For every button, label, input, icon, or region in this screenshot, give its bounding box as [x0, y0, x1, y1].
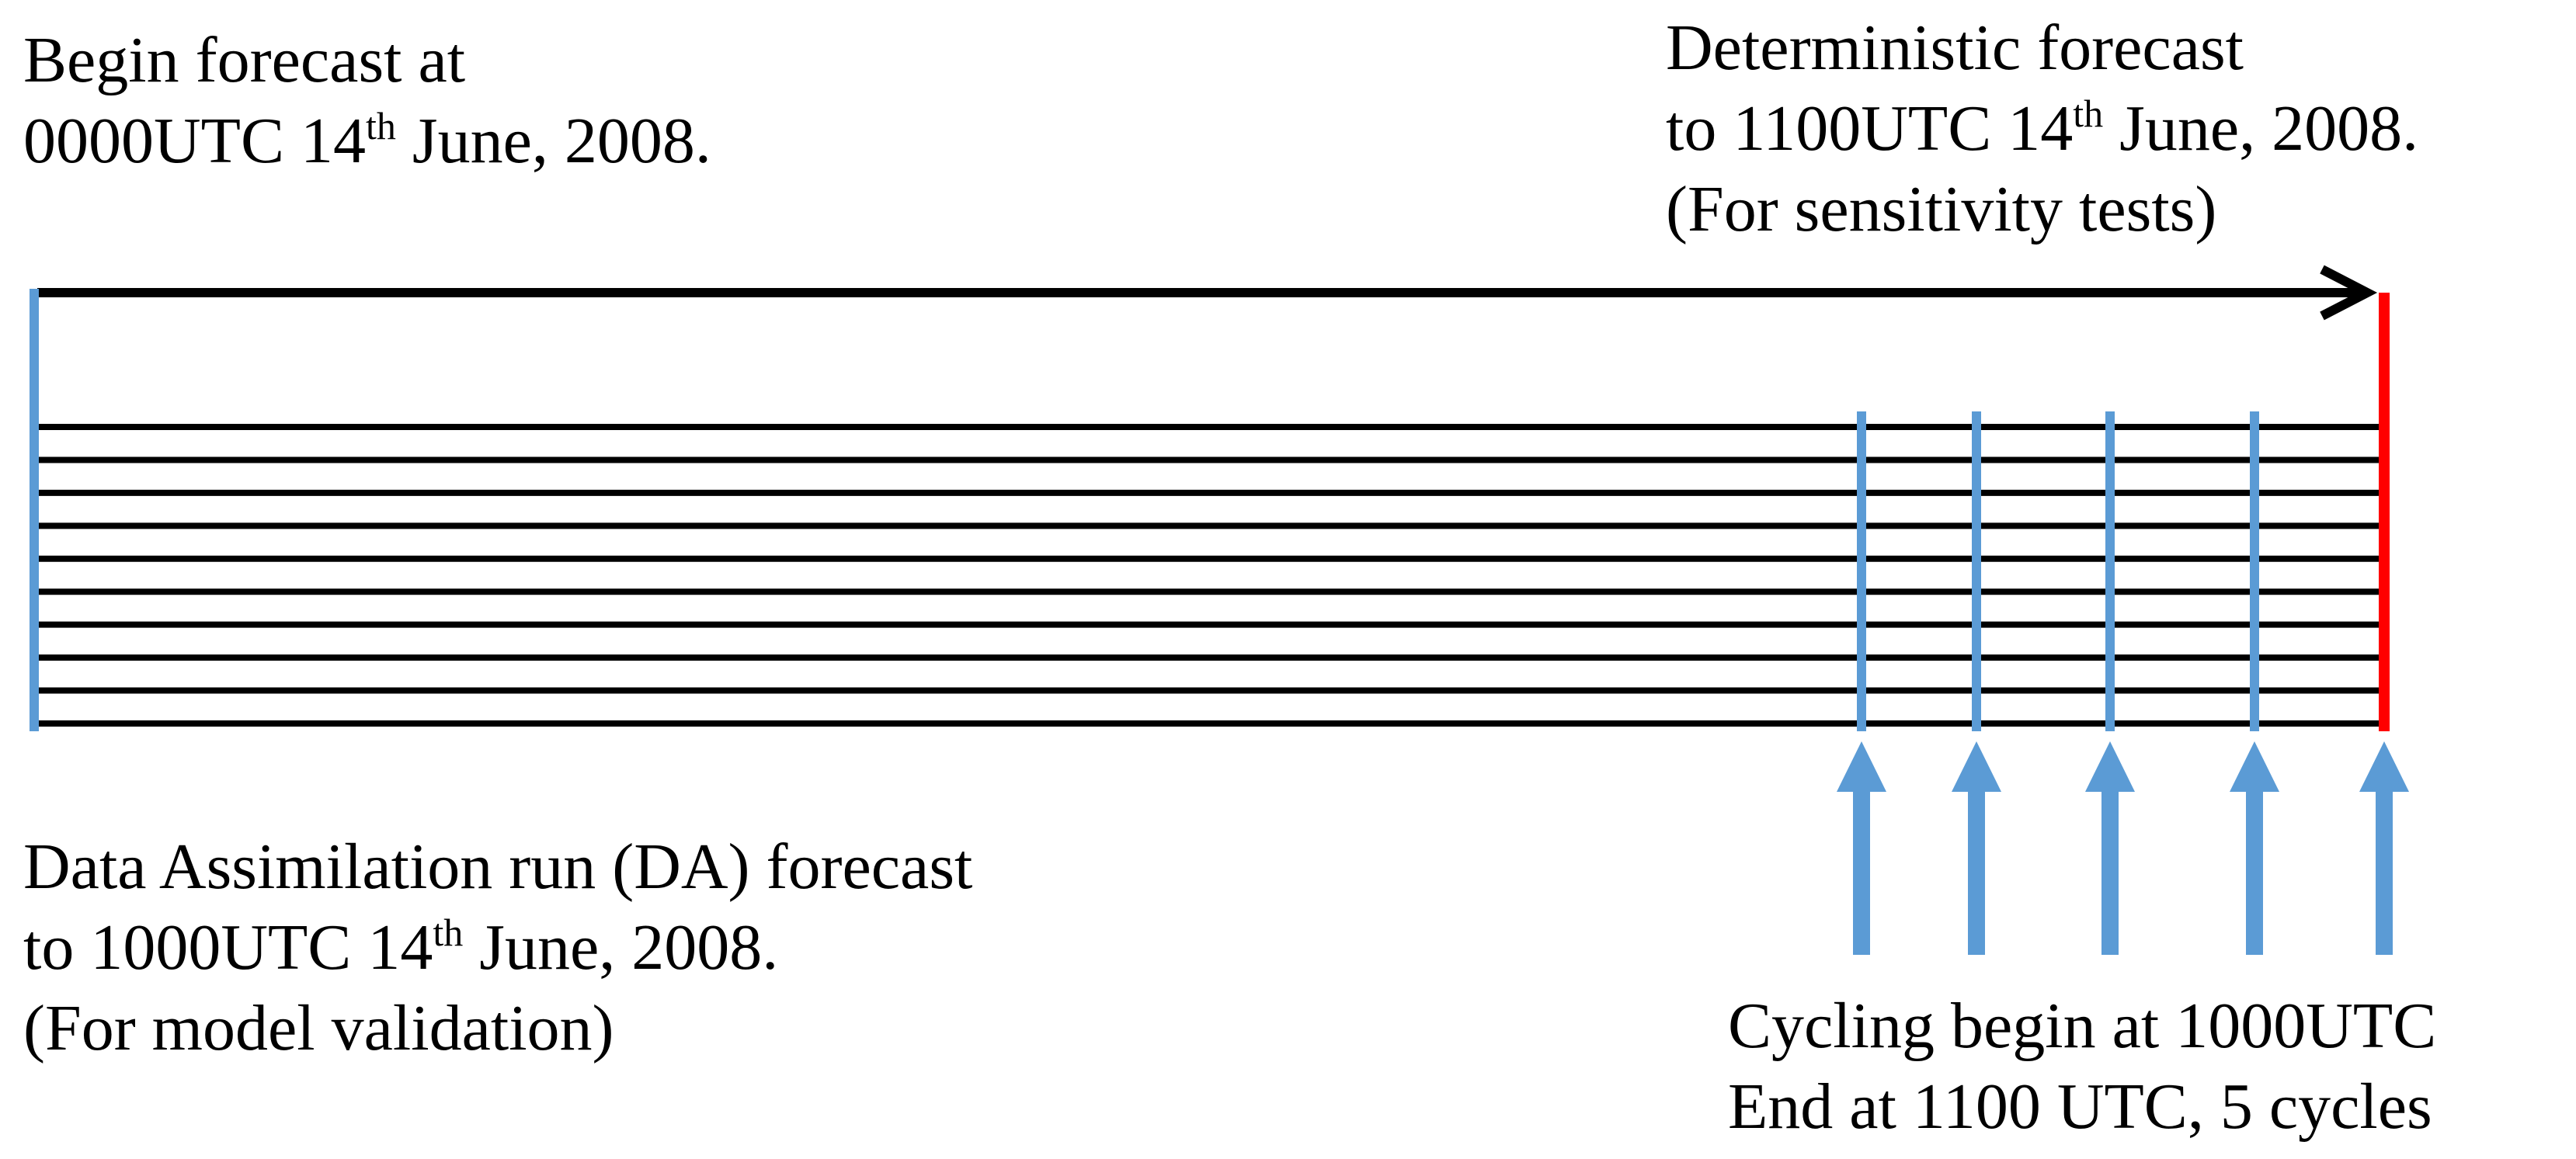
da-forecast-line2-sup: th [433, 911, 464, 954]
deterministic-forecast-line2-post: June, 2008. [2103, 92, 2419, 165]
deterministic-forecast-line2-sup: th [2073, 92, 2104, 135]
cycle-arrow-head [2230, 741, 2279, 792]
begin-forecast-line2-sup: th [366, 104, 396, 147]
da-forecast-line2: to 1000UTC 14th June, 2008. [23, 907, 972, 988]
cycle-arrow-head [1837, 741, 1886, 792]
ensemble-member-lines [34, 424, 2384, 727]
cycle-arrow-shaft [2246, 788, 2263, 955]
begin-forecast-line2: 0000UTC 14th June, 2008. [23, 101, 711, 182]
begin-forecast-line2-post: June, 2008. [395, 105, 711, 177]
da-forecast-line1: Data Assimilation run (DA) forecast [23, 831, 973, 903]
begin-forecast-line1: Begin forecast at [23, 24, 466, 96]
cycle-markers [1857, 411, 2259, 731]
da-forecast-label: Data Assimilation run (DA) forecast to 1… [23, 827, 972, 1069]
cycling-line2: End at 1100 UTC, 5 cycles [1728, 1071, 2432, 1143]
deterministic-forecast-line2-pre: to 1100UTC 14 [1666, 92, 2074, 165]
cycle-arrow-shaft [2376, 788, 2393, 955]
da-forecast-line2-post: June, 2008. [463, 911, 779, 984]
cycle-arrow-shaft [2101, 788, 2119, 955]
da-forecast-line2-pre: to 1000UTC 14 [23, 911, 433, 984]
begin-forecast-label: Begin forecast at 0000UTC 14th June, 200… [23, 20, 711, 182]
cycling-label: Cycling begin at 1000UTC End at 1100 UTC… [1728, 986, 2436, 1147]
begin-forecast-line2-pre: 0000UTC 14 [23, 105, 366, 177]
cycle-arrow-head [2085, 741, 2135, 792]
cycling-line1: Cycling begin at 1000UTC [1728, 990, 2437, 1062]
cycle-arrow-shaft [1853, 788, 1870, 955]
cycle-arrow-head [1952, 741, 2001, 792]
cycle-arrows [1837, 741, 2409, 955]
deterministic-forecast-line2: to 1100UTC 14th June, 2008. [1666, 88, 2418, 169]
cycle-arrow-shaft [1968, 788, 1985, 955]
cycle-arrow-head [2359, 741, 2409, 792]
deterministic-forecast-arrowhead [2320, 265, 2378, 321]
deterministic-forecast-line1: Deterministic forecast [1666, 12, 2244, 84]
da-forecast-line3: (For model validation) [23, 992, 614, 1064]
deterministic-forecast-line3: (For sensitivity tests) [1666, 173, 2217, 245]
deterministic-forecast-label: Deterministic forecast to 1100UTC 14th J… [1666, 8, 2418, 250]
